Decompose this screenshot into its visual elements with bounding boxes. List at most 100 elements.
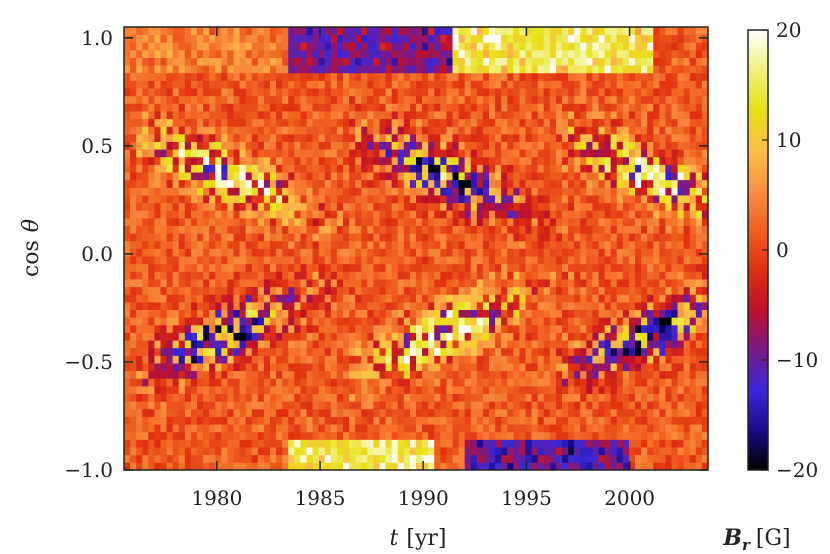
heatmap-cell (482, 240, 490, 249)
heatmap-cell (549, 378, 557, 387)
heatmap-cell (434, 195, 441, 204)
heatmap-cell (270, 88, 277, 97)
heatmap-cell (422, 217, 429, 226)
heatmap-cell (428, 34, 435, 43)
heatmap-cell (227, 57, 234, 66)
heatmap-cell (470, 401, 478, 410)
heatmap-cell (178, 179, 186, 188)
heatmap-cell (154, 149, 161, 158)
heatmap-cell (142, 279, 149, 288)
heatmap-cell (562, 57, 569, 66)
heatmap-cell (300, 126, 307, 135)
heatmap-cell (336, 133, 344, 142)
heatmap-cell (154, 240, 161, 249)
heatmap-cell (154, 72, 161, 81)
heatmap-cell (434, 172, 441, 181)
heatmap-cell (446, 164, 453, 173)
heatmap-cell (294, 187, 301, 196)
heatmap-cell (361, 111, 368, 120)
heatmap-cell (549, 370, 557, 379)
heatmap-cell (361, 279, 368, 288)
heatmap-cell (245, 111, 253, 120)
heatmap-cell (330, 378, 338, 387)
heatmap-cell (367, 401, 374, 410)
heatmap-cell (203, 34, 210, 43)
heatmap-cell (324, 225, 332, 234)
heatmap-cell (294, 65, 301, 74)
heatmap-cell (525, 431, 532, 440)
heatmap-cell (422, 111, 429, 120)
heatmap-cell (482, 210, 490, 219)
heatmap-cell (470, 454, 478, 463)
heatmap-cell (160, 256, 167, 265)
heatmap-cell (172, 156, 180, 165)
heatmap-cell (221, 27, 228, 36)
heatmap-cell (525, 317, 532, 326)
heatmap-cell (233, 431, 240, 440)
heatmap-cell (476, 195, 484, 204)
heatmap-cell (434, 72, 441, 81)
heatmap-cell (361, 225, 368, 234)
heatmap-cell (482, 172, 490, 181)
heatmap-cell (178, 133, 186, 142)
heatmap-cell (361, 309, 368, 318)
heatmap-cell (628, 332, 636, 341)
heatmap-cell (537, 279, 545, 288)
heatmap-cell (379, 95, 386, 104)
heatmap-cell (495, 370, 502, 379)
heatmap-cell (537, 370, 545, 379)
heatmap-cell (154, 57, 161, 66)
heatmap-cell (446, 347, 453, 356)
heatmap-cell (190, 57, 198, 66)
heatmap-cell (543, 408, 551, 417)
heatmap-cell (306, 393, 313, 402)
heatmap-cell (300, 240, 307, 249)
heatmap-cell (422, 27, 429, 36)
heatmap-cell (270, 324, 277, 333)
heatmap-cell (184, 34, 192, 43)
heatmap-cell (190, 172, 198, 181)
heatmap-cell (507, 332, 514, 341)
heatmap-cell (622, 95, 630, 104)
heatmap-cell (397, 103, 405, 112)
heatmap-cell (495, 416, 502, 425)
heatmap-cell (300, 42, 307, 51)
heatmap-cell (513, 88, 520, 97)
heatmap-cell (598, 355, 605, 364)
heatmap-cell (635, 225, 642, 234)
heatmap-cell (215, 240, 222, 249)
heatmap-cell (440, 271, 447, 280)
heatmap-cell (519, 324, 526, 333)
heatmap-cell (349, 187, 356, 196)
heatmap-cell (257, 324, 265, 333)
heatmap-cell (361, 118, 368, 127)
heatmap-cell (397, 233, 405, 242)
heatmap-cell (209, 27, 216, 36)
heatmap-cell (203, 424, 210, 433)
heatmap-cell (336, 301, 344, 311)
heatmap-cell (330, 133, 338, 142)
heatmap-cell (245, 286, 253, 295)
heatmap-cell (233, 156, 240, 165)
heatmap-cell (513, 294, 520, 303)
heatmap-cell (361, 416, 368, 425)
heatmap-cell (379, 133, 386, 142)
heatmap-cell (452, 49, 459, 58)
heatmap-cell (288, 27, 295, 36)
heatmap-cell (416, 301, 423, 311)
heatmap-cell (178, 462, 186, 470)
heatmap-cell (124, 332, 131, 341)
heatmap-cell (294, 317, 301, 326)
heatmap-cell (513, 401, 520, 410)
heatmap-cell (245, 271, 253, 280)
heatmap-cell (306, 27, 313, 36)
heatmap-cell (312, 103, 320, 112)
heatmap-cell (355, 301, 362, 311)
heatmap-cell (367, 202, 374, 211)
heatmap-cell (172, 301, 180, 311)
heatmap-cell (178, 172, 186, 181)
heatmap-cell (215, 27, 222, 36)
heatmap-cell (586, 72, 593, 81)
heatmap-cell (616, 408, 624, 417)
heatmap-cell (495, 431, 502, 440)
